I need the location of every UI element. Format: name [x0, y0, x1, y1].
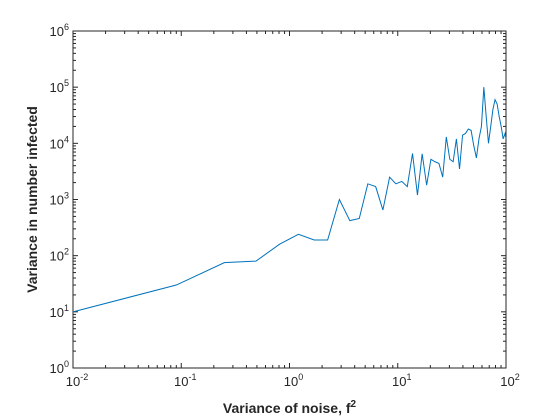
- y-tick-label-6: 106: [50, 22, 69, 39]
- y-tick-label-5-base: 10: [50, 80, 64, 95]
- y-tick-label-1: 101: [50, 303, 69, 320]
- x-tick-label-1-base: 10: [174, 374, 188, 389]
- x-tick-label-1: 10-1: [174, 372, 196, 389]
- y-tick-label-2-base: 10: [50, 249, 64, 264]
- x-axis-title: Variance of noise, f2: [223, 399, 357, 416]
- y-tick-label-3-base: 10: [50, 193, 64, 208]
- y-axis-title: Variance in number infected: [24, 106, 40, 293]
- y-tick-label-0-base: 10: [50, 361, 64, 376]
- y-tick-label-4-exponent: 4: [64, 134, 69, 144]
- x-tick-label-3: 101: [392, 372, 411, 389]
- y-tick-label-4: 104: [50, 134, 69, 151]
- x-tick-label-2-exponent: 0: [298, 372, 303, 382]
- x-axis-title-text: Variance of noise, f: [223, 400, 351, 416]
- x-tick-label-2: 100: [284, 372, 303, 389]
- y-tick-label-6-exponent: 6: [64, 22, 69, 32]
- plot-area: [72, 30, 507, 369]
- x-tick-label-4-base: 10: [500, 374, 514, 389]
- x-tick-label-0: 10-2: [66, 372, 88, 389]
- x-tick-label-3-base: 10: [392, 374, 406, 389]
- y-tick-label-2: 102: [50, 247, 69, 264]
- y-tick-label-3-exponent: 3: [64, 191, 69, 201]
- y-tick-label-5-exponent: 5: [64, 78, 69, 88]
- y-tick-label-3: 103: [50, 191, 69, 208]
- x-tick-label-0-base: 10: [66, 374, 80, 389]
- y-tick-label-6-base: 10: [50, 24, 64, 39]
- series-line-0: [72, 87, 507, 313]
- x-axis-title-superscript: 2: [351, 399, 357, 410]
- y-tick-label-2-exponent: 2: [64, 247, 69, 257]
- y-tick-label-1-exponent: 1: [64, 303, 69, 313]
- y-tick-label-0: 100: [50, 359, 69, 376]
- x-tick-label-1-exponent: -1: [188, 372, 196, 382]
- axis-ticks: [72, 30, 507, 369]
- y-tick-label-1-base: 10: [50, 305, 64, 320]
- x-tick-label-0-exponent: -2: [80, 372, 88, 382]
- x-tick-label-2-base: 10: [284, 374, 298, 389]
- y-tick-label-4-base: 10: [50, 136, 64, 151]
- x-tick-label-4-exponent: 2: [515, 372, 520, 382]
- series-group: [72, 87, 507, 313]
- x-tick-label-4: 102: [500, 372, 519, 389]
- x-tick-label-3-exponent: 1: [406, 372, 411, 382]
- y-tick-label-0-exponent: 0: [64, 359, 69, 369]
- y-tick-label-5: 105: [50, 78, 69, 95]
